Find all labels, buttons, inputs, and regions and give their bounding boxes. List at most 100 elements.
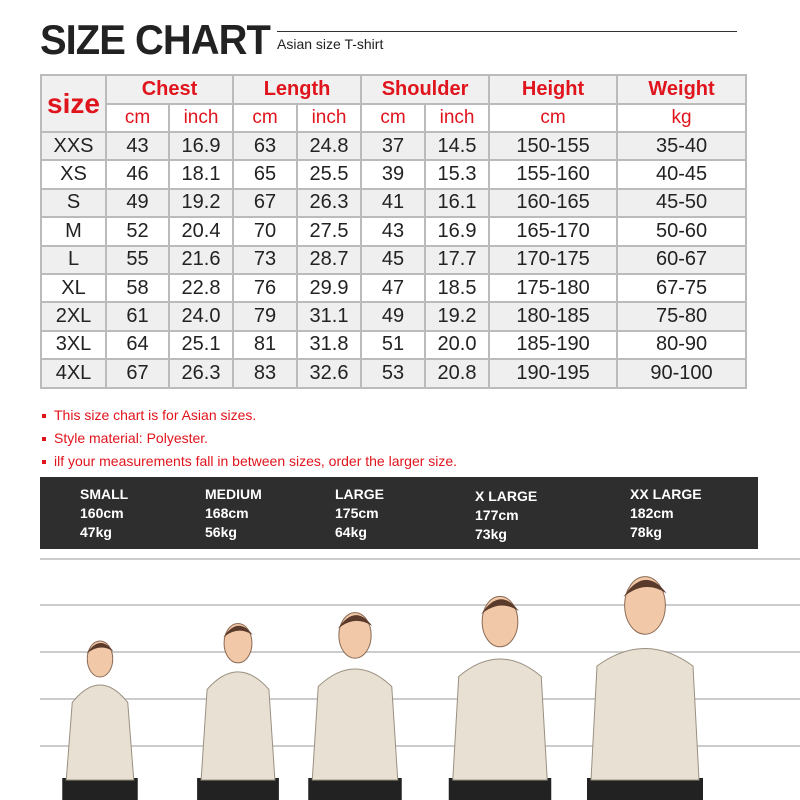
value-cell: 55 [105, 244, 170, 275]
model-figure [62, 640, 138, 800]
table-row: S 49 19.2 67 26.3 41 16.1 160-165 45-50 [40, 187, 748, 219]
value-cell: 28.7 [296, 244, 363, 275]
value-cell: 51 [360, 329, 427, 361]
size-cell: XS [40, 159, 107, 190]
header-length: Length [232, 74, 363, 105]
value-cell: 75-80 [616, 301, 748, 332]
value-cell: 155-160 [488, 159, 619, 190]
value-cell: 150-155 [488, 130, 619, 162]
value-cell: 81 [232, 329, 299, 361]
value-cell: 160-165 [488, 187, 619, 219]
value-cell: 170-175 [488, 244, 619, 275]
value-cell: 45 [360, 244, 427, 275]
size-header: size [40, 74, 107, 133]
size-cell: L [40, 244, 107, 275]
value-cell: 37 [360, 130, 427, 162]
note: This size chart is for Asian sizes. [42, 404, 457, 427]
unit-header: inch [296, 103, 363, 133]
value-cell: 20.8 [424, 358, 491, 389]
value-cell: 18.5 [424, 272, 491, 304]
value-cell: 43 [105, 130, 170, 162]
unit-header: cm [232, 103, 299, 133]
value-cell: 26.3 [167, 358, 235, 389]
table-row: XL 58 22.8 76 29.9 47 18.5 175-180 67-75 [40, 272, 748, 304]
value-cell: 18.1 [167, 159, 235, 190]
model-figure [587, 576, 703, 800]
value-cell: 40-45 [616, 159, 748, 190]
value-cell: 50-60 [616, 216, 748, 247]
value-cell: 16.9 [424, 216, 491, 247]
unit-header: cm [105, 103, 170, 133]
value-cell: 21.6 [167, 244, 235, 275]
value-cell: 27.5 [296, 216, 363, 247]
size-table: size Chest Length Shoulder Height Weight… [40, 74, 748, 389]
value-cell: 60-67 [616, 244, 748, 275]
table-row: 2XL 61 24.0 79 31.1 49 19.2 180-185 75-80 [40, 301, 748, 332]
note: ilf your measurements fall in between si… [42, 450, 457, 473]
model-small: SMALL 160cm 47kg [80, 486, 129, 540]
table-row: 3XL 64 25.1 81 31.8 51 20.0 185-190 80-90 [40, 329, 748, 361]
value-cell: 22.8 [167, 272, 235, 304]
model-figure [448, 595, 552, 800]
value-cell: 46 [105, 159, 170, 190]
value-cell: 67 [232, 187, 299, 219]
value-cell: 26.3 [296, 187, 363, 219]
value-cell: 76 [232, 272, 299, 304]
value-cell: 45-50 [616, 187, 748, 219]
table-row: 4XL 67 26.3 83 32.6 53 20.8 190-195 90-100 [40, 358, 748, 389]
value-cell: 180-185 [488, 301, 619, 332]
value-cell: 90-100 [616, 358, 748, 389]
value-cell: 24.0 [167, 301, 235, 332]
value-cell: 53 [360, 358, 427, 389]
value-cell: 16.1 [424, 187, 491, 219]
header-weight: Weight [616, 74, 748, 105]
value-cell: 43 [360, 216, 427, 247]
value-cell: 25.5 [296, 159, 363, 190]
value-cell: 41 [360, 187, 427, 219]
value-cell: 67 [105, 358, 170, 389]
unit-header: inch [424, 103, 491, 133]
value-cell: 175-180 [488, 272, 619, 304]
value-cell: 25.1 [167, 329, 235, 361]
size-cell: XL [40, 272, 107, 304]
page-title: SIZE CHART [40, 16, 271, 63]
value-cell: 80-90 [616, 329, 748, 361]
unit-header: cm [360, 103, 427, 133]
model-figure [197, 623, 279, 800]
title-divider [277, 31, 737, 32]
size-cell: 3XL [40, 329, 107, 361]
value-cell: 31.8 [296, 329, 363, 361]
value-cell: 70 [232, 216, 299, 247]
value-cell: 63 [232, 130, 299, 162]
unit-header: cm [488, 103, 619, 133]
value-cell: 79 [232, 301, 299, 332]
value-cell: 14.5 [424, 130, 491, 162]
value-cell: 39 [360, 159, 427, 190]
value-cell: 35-40 [616, 130, 748, 162]
value-cell: 67-75 [616, 272, 748, 304]
value-cell: 49 [105, 187, 170, 219]
table-row: M 52 20.4 70 27.5 43 16.9 165-170 50-60 [40, 216, 748, 247]
header-shoulder: Shoulder [360, 74, 491, 105]
value-cell: 20.4 [167, 216, 235, 247]
value-cell: 64 [105, 329, 170, 361]
notes: This size chart is for Asian sizes. Styl… [42, 404, 457, 473]
value-cell: 31.1 [296, 301, 363, 332]
value-cell: 19.2 [167, 187, 235, 219]
value-cell: 61 [105, 301, 170, 332]
value-cell: 19.2 [424, 301, 491, 332]
value-cell: 24.8 [296, 130, 363, 162]
unit-header: inch [167, 103, 235, 133]
value-cell: 49 [360, 301, 427, 332]
value-cell: 58 [105, 272, 170, 304]
model-large: LARGE 175cm 64kg [335, 486, 384, 540]
size-cell: S [40, 187, 107, 219]
table-row: XXS 43 16.9 63 24.8 37 14.5 150-155 35-40 [40, 130, 748, 162]
value-cell: 29.9 [296, 272, 363, 304]
size-cell: M [40, 216, 107, 247]
size-cell: 4XL [40, 358, 107, 389]
value-cell: 73 [232, 244, 299, 275]
value-cell: 32.6 [296, 358, 363, 389]
model-xx-large: XX LARGE 182cm 78kg [630, 486, 702, 540]
table-row: L 55 21.6 73 28.7 45 17.7 170-175 60-67 [40, 244, 748, 275]
